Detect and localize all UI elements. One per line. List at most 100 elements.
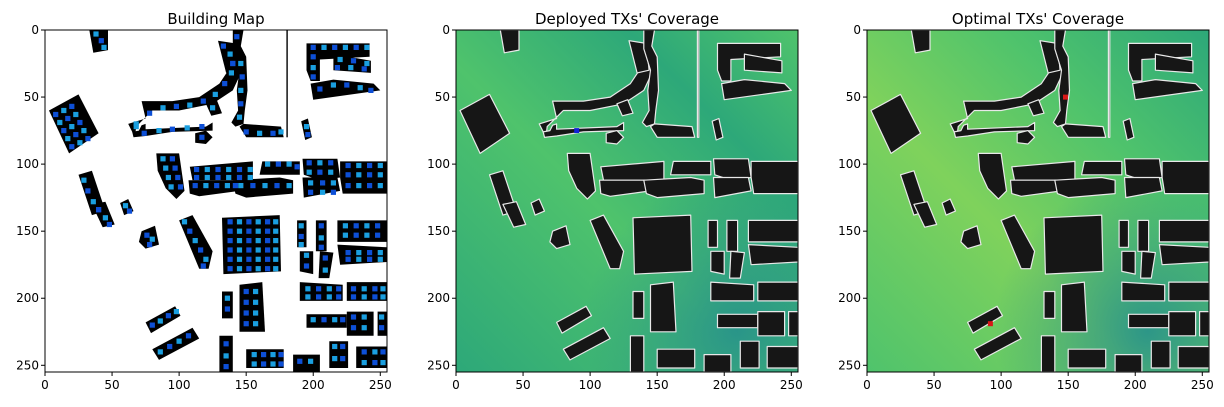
candidate-marker [332,356,338,362]
candidate-marker [246,247,252,253]
candidate-marker [345,172,351,178]
candidate-marker [224,306,230,312]
candidate-marker [332,44,338,50]
building-46 [739,340,760,369]
axes-frame [455,29,799,373]
candidate-marker [380,360,386,366]
candidate-marker [372,286,378,292]
building-13 [1016,130,1036,145]
x-tick-label: 150 [646,378,669,392]
building-0 [910,29,931,54]
candidate-marker [90,199,96,205]
building-42 [562,327,611,361]
candidate-marker [316,286,322,292]
candidate-marker [65,136,71,142]
building-24 [530,198,546,216]
building-5 [231,30,248,127]
building-34 [1043,290,1056,319]
candidate-marker [265,219,271,225]
candidate-marker [203,183,209,189]
candidate-marker [93,31,99,37]
candidate-marker [273,228,279,234]
candidate-marker [265,256,271,262]
candidate-marker [238,87,244,93]
candidate-marker [261,361,267,367]
candidate-marker [270,130,276,136]
x-tick-label: 250 [780,378,803,392]
axes-frame [44,29,388,373]
candidate-marker [106,221,112,228]
candidate-marker [368,87,374,93]
candidate-marker [350,294,357,300]
candidate-marker [226,174,232,181]
candidate-marker [236,228,243,234]
candidate-marker [247,174,253,181]
candidate-marker [53,111,59,118]
candidate-marker [223,364,229,370]
x-tick-label: 150 [1057,378,1080,392]
candidate-marker [96,207,102,213]
candidate-marker [215,174,221,181]
candidate-marker [227,247,233,253]
candidate-marker [305,132,311,138]
candidate-marker [214,183,220,189]
candidate-marker [278,352,284,358]
candidate-marker [101,44,107,50]
building-33 [747,244,799,266]
candidate-marker [316,294,322,300]
candidate-marker [253,288,259,295]
candidate-marker [215,166,221,173]
y-tick-label: 150 [16,224,39,238]
building-33 [1158,244,1210,266]
candidate-marker [361,360,367,366]
candidate-marker [310,317,316,323]
candidate-marker [69,124,75,130]
candidate-marker [220,43,226,49]
candidate-marker [364,232,370,238]
candidate-marker [326,294,332,300]
candidate-marker [160,105,166,111]
candidate-marker [156,128,162,134]
candidate-marker [330,180,336,186]
building-6 [286,30,288,138]
candidate-marker [69,144,75,150]
candidate-marker [227,51,233,57]
building-35 [1060,281,1088,333]
building-27 [1043,214,1104,275]
candidate-marker [144,232,150,238]
candidate-marker [173,103,179,109]
y-tick-label: 150 [838,224,861,238]
candidate-marker [303,124,310,130]
candidate-marker [270,361,276,367]
candidate-marker [65,115,71,122]
candidate-marker [273,266,279,272]
candidate-marker [204,166,210,173]
candidate-marker [275,161,281,167]
candidate-marker [318,223,324,229]
candidate-marker [330,82,336,88]
candidate-marker [160,156,166,162]
building-44 [1067,348,1107,369]
candidate-marker [61,107,67,114]
y-tick-label: 0 [442,23,450,37]
candidate-marker [226,166,232,173]
candidate-marker [238,60,244,67]
x-tick-label: 200 [302,378,325,392]
candidate-marker [141,130,147,136]
building-47 [766,345,799,369]
candidate-marker [61,128,67,134]
building-29 [1137,219,1150,252]
candidate-marker [377,172,383,178]
candidate-marker [102,215,108,221]
transmitter-1 [987,321,993,327]
building-18 [643,176,705,199]
candidate-marker [308,189,314,195]
candidate-marker [169,126,175,132]
x-tick-label: 100 [168,378,191,392]
candidate-marker [236,247,243,253]
candidate-marker [306,160,312,166]
candidate-marker [173,309,179,315]
y-tick-label: 200 [838,291,861,305]
